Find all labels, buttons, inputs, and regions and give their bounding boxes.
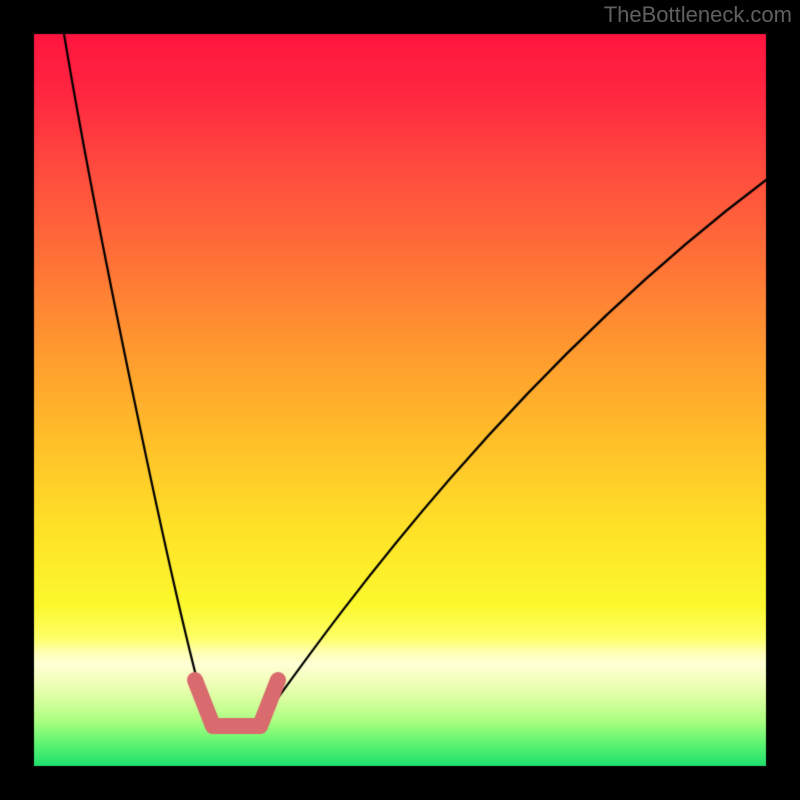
bottleneck-curve-chart: [0, 0, 800, 800]
chart-container: TheBottleneck.com: [0, 0, 800, 800]
watermark-text: TheBottleneck.com: [604, 2, 792, 28]
